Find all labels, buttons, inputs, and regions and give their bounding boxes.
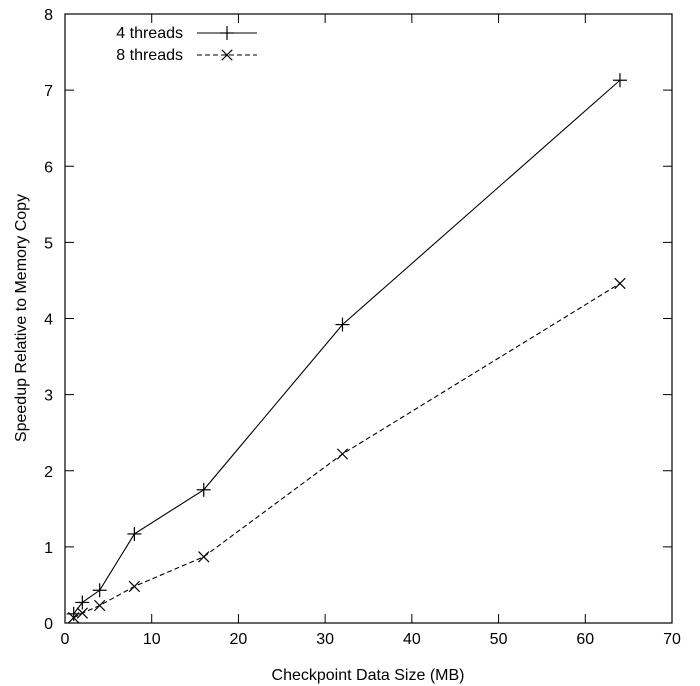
y-tick-label: 1 [44, 540, 53, 557]
data-point-8-threads [76, 607, 89, 619]
legend-marker-4-threads [220, 26, 234, 40]
x-tick-label: 20 [230, 631, 248, 648]
data-point-4-threads [335, 317, 350, 332]
series-layer [66, 73, 627, 624]
y-tick-label: 4 [44, 312, 53, 329]
data-point-4-threads [92, 583, 107, 598]
axis-ticks: 0 10 20 30 40 50 60 70 0 1 2 3 4 5 6 7 8 [44, 7, 681, 648]
data-point-8-threads [94, 599, 106, 612]
plot-frame [64, 13, 673, 624]
y-axis-label: Speedup Relative to Memory Copy [13, 194, 30, 442]
data-point-8-threads [128, 580, 141, 593]
y-tick-label: 7 [44, 83, 53, 100]
x-tick-label: 60 [576, 631, 594, 648]
data-point-8-threads [614, 277, 626, 290]
series-line-8-threads [73, 283, 621, 619]
data-point-4-threads [127, 526, 142, 541]
data-point-8-threads [198, 551, 210, 563]
x-tick-label: 0 [61, 631, 70, 648]
y-tick-label: 8 [44, 7, 53, 24]
legend-label-8-threads: 8 threads [116, 47, 183, 64]
x-tick-label: 70 [663, 631, 681, 648]
y-tick-label: 0 [44, 616, 53, 633]
x-tick-label: 30 [316, 631, 334, 648]
y-tick-label: 5 [44, 235, 53, 252]
x-tick-label: 50 [490, 631, 508, 648]
data-point-4-threads [196, 482, 211, 497]
data-point-4-threads [75, 595, 90, 610]
y-tick-label: 2 [44, 464, 53, 481]
x-tick-label: 10 [143, 631, 161, 648]
legend-marker-8-threads [221, 49, 233, 61]
data-point-4-threads [612, 73, 627, 88]
series-line-4-threads [73, 79, 621, 615]
y-tick-label: 6 [44, 159, 53, 176]
x-axis-label: Checkpoint Data Size (MB) [272, 667, 465, 684]
y-tick-label: 3 [44, 388, 53, 405]
legend-label-4-threads: 4 threads [116, 25, 183, 42]
legend: 4 threads 8 threads [116, 25, 257, 64]
x-tick-label: 40 [403, 631, 421, 648]
data-point-8-threads [336, 448, 349, 460]
data-point-4-threads [66, 606, 81, 621]
data-point-8-threads [67, 611, 80, 624]
